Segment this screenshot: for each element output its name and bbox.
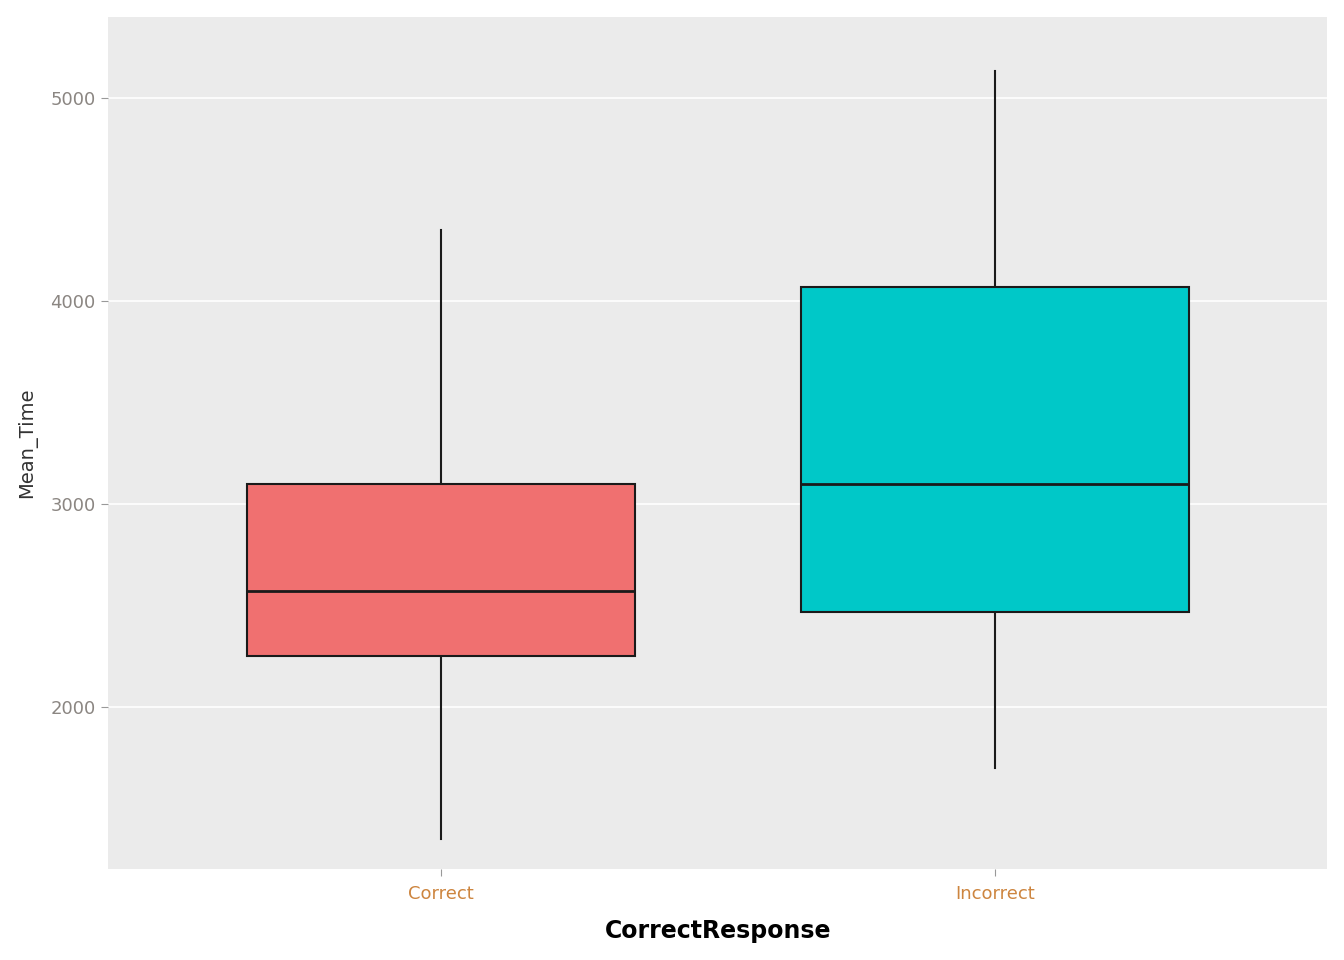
Bar	[801, 287, 1189, 612]
Y-axis label: Mean_Time: Mean_Time	[16, 388, 36, 498]
X-axis label: CorrectResponse: CorrectResponse	[605, 920, 831, 944]
Bar	[247, 484, 634, 657]
